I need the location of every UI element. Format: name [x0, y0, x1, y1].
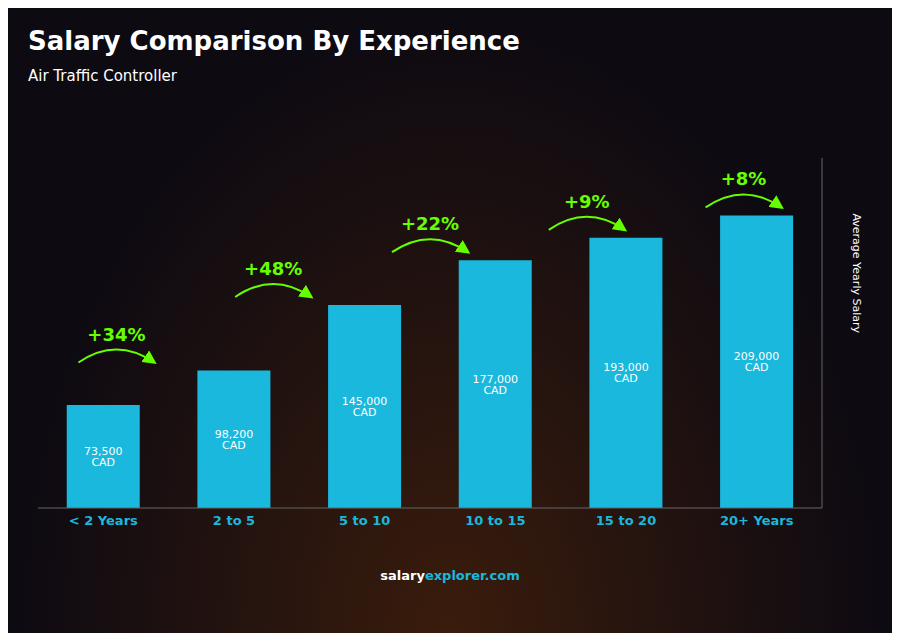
- svg-text:20+ Years: 20+ Years: [720, 513, 794, 528]
- svg-text:+8%: +8%: [721, 168, 767, 189]
- svg-text:< 2 Years: < 2 Years: [69, 513, 138, 528]
- svg-text:177,000CAD: 177,000CAD: [472, 373, 518, 397]
- svg-text:98,200CAD: 98,200CAD: [215, 428, 254, 452]
- svg-text:+22%: +22%: [401, 213, 459, 234]
- svg-text:2 to 5: 2 to 5: [213, 513, 255, 528]
- svg-text:+34%: +34%: [87, 324, 145, 345]
- svg-text:15 to 20: 15 to 20: [596, 513, 656, 528]
- html-text:salary explorer.com: salary explorer.com: [380, 568, 520, 583]
- svg-text:10 to 15: 10 to 15: [465, 513, 525, 528]
- svg-text:+9%: +9%: [564, 191, 610, 212]
- svg-text:Average Yearly Salary: Average Yearly Salary: [850, 213, 863, 333]
- svg-text:+48%: +48%: [244, 258, 302, 279]
- svg-text:5 to 10: 5 to 10: [339, 513, 390, 528]
- svg-text:193,000CAD: 193,000CAD: [603, 361, 649, 385]
- html-text:Air Traffic Controller: Air Traffic Controller: [28, 67, 177, 85]
- svg-text:209,000CAD: 209,000CAD: [734, 350, 780, 374]
- html-text:Salary Comparison By Experienc: Salary Comparison By Experience: [28, 26, 520, 56]
- svg-text:145,000CAD: 145,000CAD: [342, 395, 388, 419]
- svg-text:73,500CAD: 73,500CAD: [84, 445, 123, 469]
